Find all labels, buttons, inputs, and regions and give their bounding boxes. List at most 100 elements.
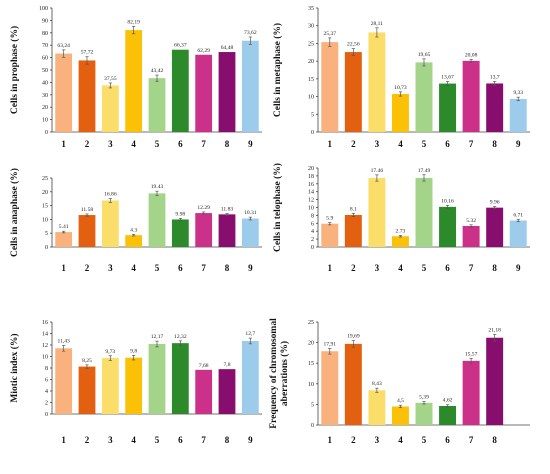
- category-label: 4: [398, 139, 403, 149]
- data-label: 20,08: [465, 52, 478, 58]
- data-label: 21,18: [488, 327, 501, 333]
- y-tick-label: 8: [45, 366, 48, 372]
- y-tick-label: 10: [308, 382, 314, 388]
- category-label: 5: [155, 435, 160, 445]
- category-label: 3: [108, 139, 113, 149]
- data-label: 5.32: [466, 218, 476, 224]
- data-label: 13,67: [441, 74, 454, 80]
- bar-4: [125, 30, 143, 133]
- category-label: 5: [422, 139, 427, 149]
- bar-2: [78, 60, 96, 132]
- bar-8: [486, 207, 504, 247]
- bar-3: [368, 32, 386, 132]
- y-axis-title: Cells in metaphase (%): [272, 23, 283, 117]
- y-tick-label: 16: [308, 182, 314, 188]
- data-label: 6.71: [513, 212, 523, 218]
- bar-6: [439, 83, 457, 132]
- bar-5: [415, 62, 433, 132]
- y-tick-label: 15: [308, 361, 314, 367]
- y-tick-label: 4: [311, 229, 314, 235]
- category-label: 7: [469, 139, 474, 149]
- bar-9: [241, 40, 259, 133]
- data-label: 7,68: [199, 363, 209, 369]
- data-label: 19,65: [418, 52, 431, 58]
- data-label: 12,32: [174, 334, 187, 340]
- data-label: 11.58: [81, 207, 94, 213]
- bar-5: [415, 177, 433, 247]
- data-label: 64,48: [221, 45, 234, 51]
- y-tick-label: 5: [311, 112, 314, 118]
- bar-6: [439, 206, 457, 247]
- y-tick-label: 10: [308, 95, 314, 101]
- category-label: 8: [225, 263, 230, 273]
- y-tick-label: 15: [308, 77, 314, 83]
- y-tick-label: 18: [308, 174, 314, 180]
- y-tick-label: 30: [308, 24, 314, 30]
- category-label: 1: [328, 263, 333, 273]
- bar-5: [148, 344, 166, 414]
- y-tick-label: 20: [308, 341, 314, 347]
- bar-2: [344, 343, 362, 425]
- y-tick-label: 0: [311, 423, 314, 429]
- category-label: 9: [248, 139, 253, 149]
- bar-8: [218, 52, 236, 132]
- y-tick-label: 15: [42, 204, 48, 210]
- bar-1: [321, 42, 339, 132]
- y-tick-label: 60: [42, 56, 48, 62]
- category-label: 3: [375, 435, 380, 445]
- data-label: 57,72: [81, 50, 94, 56]
- category-label: 4: [398, 263, 403, 273]
- data-label: 17,91: [323, 341, 336, 347]
- category-label: 3: [375, 263, 380, 273]
- y-tick-label: 10: [42, 118, 48, 124]
- category-label: 7: [201, 435, 206, 445]
- category-label: 6: [178, 435, 183, 445]
- bar-7: [195, 213, 213, 247]
- y-tick-label: 4: [45, 389, 48, 395]
- y-tick-label: 6: [311, 221, 314, 227]
- bar-6: [171, 219, 189, 247]
- category-label: 5: [155, 139, 160, 149]
- panel-prophase: 0 10 20 30 40 50 60 70 80 90 100 Cells in prophase …: [9, 6, 262, 149]
- data-label: 12.29: [197, 205, 210, 211]
- category-label: 3: [108, 435, 113, 445]
- category-label: 4: [131, 139, 136, 149]
- data-label: 4.3: [130, 227, 137, 233]
- bar-3: [101, 358, 119, 414]
- category-label: 5: [155, 263, 160, 273]
- category-label: 6: [178, 139, 183, 149]
- bar-3: [368, 390, 386, 425]
- data-label: 11,43: [57, 338, 70, 344]
- category-label: 8: [492, 139, 497, 149]
- category-label: 1: [61, 263, 66, 273]
- y-tick-label: 20: [308, 59, 314, 65]
- y-tick-label: 12: [42, 343, 48, 349]
- data-label: 2.73: [396, 228, 406, 234]
- data-label: 10.31: [244, 210, 257, 216]
- y-tick-label: 16: [42, 320, 48, 326]
- category-label: 6: [178, 263, 183, 273]
- data-label: 16.86: [104, 192, 117, 198]
- data-label: 43,42: [151, 68, 164, 74]
- y-tick-label: 20: [308, 166, 314, 172]
- category-label: 2: [351, 139, 356, 149]
- category-label: 6: [445, 139, 450, 149]
- y-axis-title: Cells in prophase (%): [9, 26, 20, 114]
- y-tick-label: 30: [42, 93, 48, 99]
- bar-4: [125, 235, 143, 247]
- y-axis-title: Miotic index (%): [9, 333, 20, 402]
- category-label: 7: [469, 435, 474, 445]
- bar-3: [101, 200, 119, 247]
- bar-5: [415, 402, 433, 425]
- y-axis-title-line-1: Frequency of chromosomal: [269, 318, 279, 429]
- bar-6: [439, 405, 457, 425]
- data-label: 9.98: [175, 211, 185, 217]
- bar-9: [241, 218, 259, 247]
- data-label: 4,62: [443, 398, 453, 404]
- y-tick-label: 40: [42, 80, 48, 86]
- data-label: 63,24: [57, 43, 70, 49]
